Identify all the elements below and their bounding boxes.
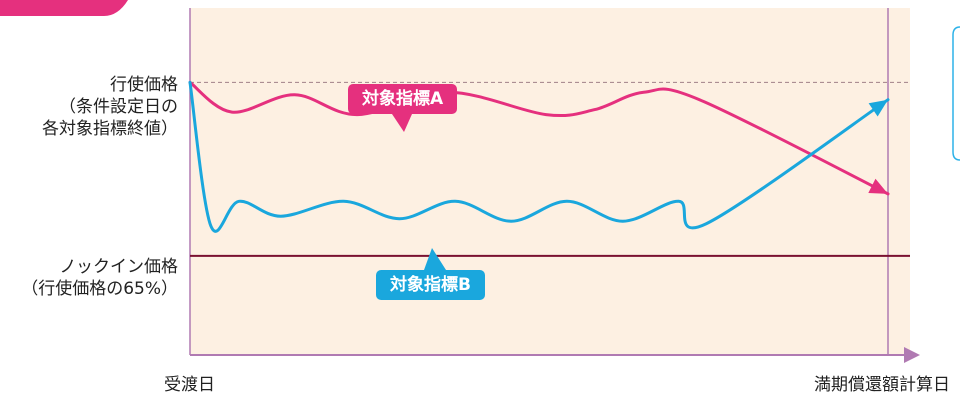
knockin-price-label: ノックイン価格 （行使価格の65%）	[21, 256, 178, 300]
note-box-edge	[952, 26, 960, 161]
header-tab	[0, 0, 128, 16]
series-b-label: 対象指標B	[376, 270, 485, 300]
x-tick-settlement-date: 受渡日	[164, 375, 215, 395]
series-a-label-pointer	[392, 114, 412, 132]
series-b-label-pointer	[424, 248, 446, 270]
series-1-line	[188, 80, 890, 233]
series-a-label: 対象指標A	[348, 84, 458, 114]
x-tick-maturity-calc-date: 満期償還額計算日	[814, 375, 950, 395]
strike-price-label: 行使価格 （条件設定日の 各対象指標終値）	[42, 74, 178, 140]
y-level-knockin-line-0: ノックイン価格	[59, 257, 178, 277]
y-level-strike-line-0: 行使価格	[110, 75, 178, 95]
y-level-knockin-line-1: （行使価格の65%）	[21, 279, 178, 299]
series-0-arrow	[868, 178, 888, 194]
y-level-strike-line-1: （条件設定日の	[59, 97, 178, 117]
series-1-arrow	[868, 99, 888, 117]
x-axis-arrow	[904, 347, 920, 363]
plot-background	[190, 8, 910, 355]
series-0-line	[188, 80, 890, 196]
y-level-strike-line-2: 各対象指標終値）	[42, 119, 178, 139]
